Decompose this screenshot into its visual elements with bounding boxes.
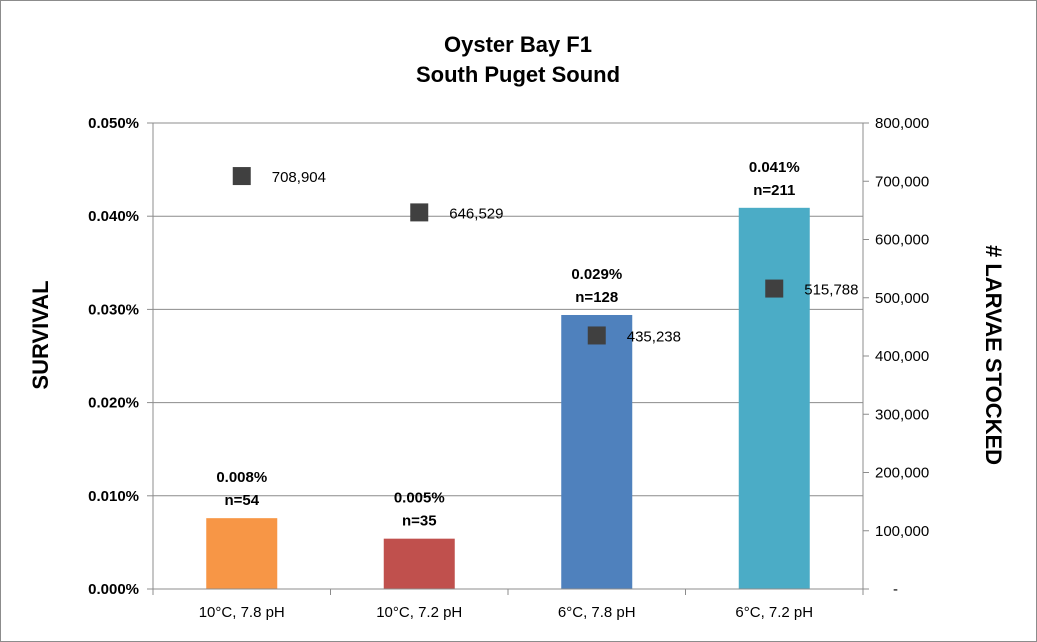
chart-title: Oyster Bay F1 (444, 32, 592, 57)
y-tick-label: 0.010% (88, 488, 139, 505)
bar-percent-label: 0.005% (394, 490, 445, 507)
point-value-label: 708,904 (272, 169, 326, 186)
bar-n-label: n=128 (575, 289, 618, 306)
y2-tick-label: 100,000 (875, 523, 929, 540)
y2-tick-label: 600,000 (875, 232, 929, 249)
chart-subtitle: South Puget Sound (416, 62, 620, 87)
point-value-label: 435,238 (627, 328, 681, 345)
point-marker (232, 167, 251, 186)
bar (738, 207, 810, 589)
bar-percent-label: 0.029% (571, 266, 622, 283)
x-tick-label: 10°C, 7.8 pH (199, 604, 285, 621)
y-tick-label: 0.040% (88, 208, 139, 225)
x-tick-label: 6°C, 7.8 pH (558, 604, 636, 621)
data-labels: 0.008% n=54 0.005% n=35 0.029% n=128 0.041% n=2… (216, 159, 858, 530)
y-tick-label: 0.030% (88, 301, 139, 318)
point-marker (765, 279, 784, 298)
y-tick-label: 0.020% (88, 395, 139, 412)
bar (383, 538, 455, 589)
y2-tick-label: 400,000 (875, 348, 929, 365)
y-tick-label: 0.050% (88, 115, 139, 132)
y2-tick-label: 200,000 (875, 465, 929, 482)
bar-n-label: n=211 (753, 182, 795, 199)
y-axis-title: SURVIVAL (28, 280, 53, 389)
bar-percent-label: 0.041% (749, 159, 800, 176)
y2-tick-label: - (893, 581, 898, 598)
scatter-series (232, 167, 784, 345)
bar-n-label: n=54 (224, 492, 259, 509)
point-value-label: 646,529 (449, 205, 503, 222)
axes: 0.000% 0.010% 0.020% 0.030% 0.040% 0.050% - 100… (88, 115, 929, 621)
bar-n-label: n=35 (402, 513, 437, 530)
y-tick-label: 0.000% (88, 581, 139, 598)
point-value-label: 515,788 (804, 282, 858, 299)
x-tick-label: 6°C, 7.2 pH (735, 604, 813, 621)
bar (561, 314, 633, 589)
point-marker (587, 326, 606, 345)
bar (206, 518, 278, 589)
y2-axis-title: # LARVAE STOCKED (981, 245, 1006, 465)
y2-tick-label: 500,000 (875, 290, 929, 307)
y2-tick-label: 800,000 (875, 115, 929, 132)
y2-tick-label: 700,000 (875, 173, 929, 190)
bar-series (206, 207, 810, 589)
y2-tick-label: 300,000 (875, 406, 929, 423)
x-tick-label: 10°C, 7.2 pH (376, 604, 462, 621)
bar-percent-label: 0.008% (216, 469, 267, 486)
point-marker (410, 203, 429, 222)
